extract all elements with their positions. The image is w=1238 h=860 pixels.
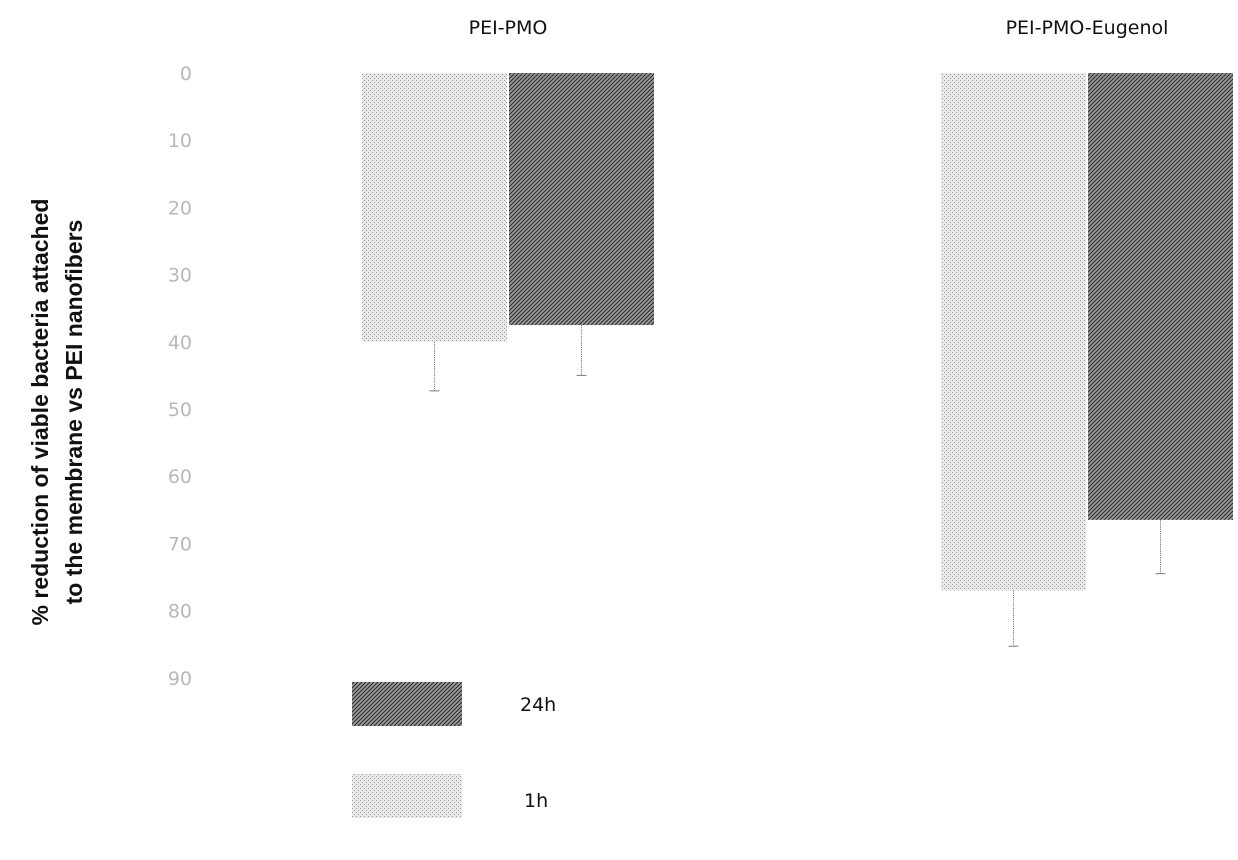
legend-swatch-1h bbox=[352, 774, 462, 818]
y-tick-label: 20 bbox=[168, 197, 192, 219]
bars bbox=[362, 73, 1233, 590]
bar-24h bbox=[1088, 73, 1233, 520]
y-tick-label: 30 bbox=[168, 265, 192, 287]
y-tick-label: 60 bbox=[168, 466, 192, 488]
category-label: PEI-PMO bbox=[469, 17, 548, 39]
y-tick-label: 90 bbox=[168, 668, 192, 690]
y-tick-label: 40 bbox=[168, 332, 192, 354]
legend-swatch-24h bbox=[352, 682, 462, 726]
legend: 24h 1h bbox=[352, 682, 556, 818]
y-tick-label: 10 bbox=[168, 130, 192, 152]
bar-24h bbox=[509, 73, 654, 325]
category-labels: PEI-PMO PEI-PMO-Eugenol bbox=[469, 17, 1169, 39]
y-tick-label: 50 bbox=[168, 399, 192, 421]
y-axis-ticks: 0 10 20 30 40 50 60 70 80 90 bbox=[168, 63, 192, 690]
y-axis-label-line-1: % reduction of viable bacteria attached bbox=[27, 199, 53, 626]
y-tick-label: 0 bbox=[180, 63, 192, 85]
bar-1h bbox=[362, 73, 507, 342]
y-tick-label: 80 bbox=[168, 601, 192, 623]
category-label: PEI-PMO-Eugenol bbox=[1006, 17, 1169, 39]
bar-1h bbox=[941, 73, 1086, 590]
y-tick-label: 70 bbox=[168, 533, 192, 555]
legend-label-24h: 24h bbox=[520, 694, 556, 716]
y-axis-label-line-2: to the membrane vs PEI nanofibers bbox=[61, 220, 87, 605]
legend-label-1h: 1h bbox=[524, 790, 548, 812]
